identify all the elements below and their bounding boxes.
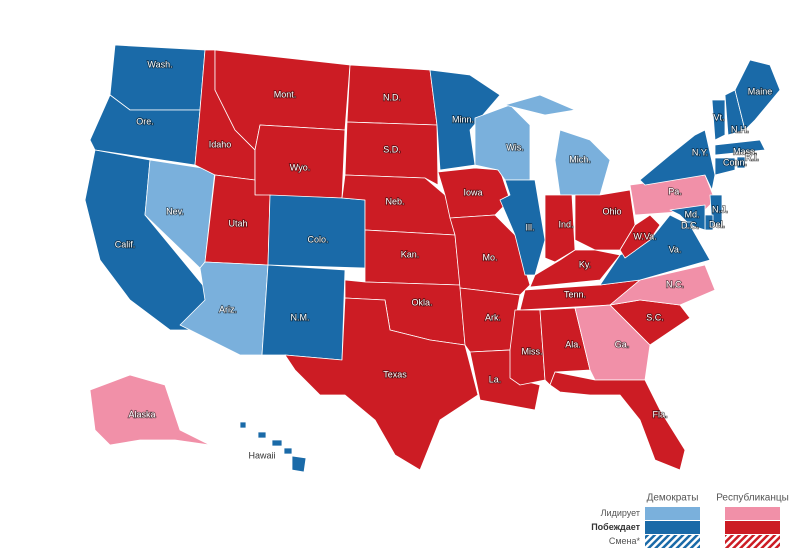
legend-party: Демократы xyxy=(647,493,699,504)
legend-swatch xyxy=(645,507,700,520)
state-label: Del. xyxy=(709,219,725,229)
state-label: Minn. xyxy=(452,114,474,124)
state-shape xyxy=(609,264,716,306)
state-label: Wyo. xyxy=(290,162,310,172)
state-label: Nev. xyxy=(166,206,184,216)
state-label: Okla. xyxy=(411,297,432,307)
state-shape xyxy=(257,431,267,439)
states xyxy=(84,44,781,473)
state-shape xyxy=(549,371,686,471)
state-label: Ohio xyxy=(602,206,621,216)
state-label: D.C. xyxy=(681,220,699,230)
state-shape xyxy=(599,214,711,286)
state-label: Kan. xyxy=(401,249,420,259)
state-shape xyxy=(89,374,211,446)
state-shape xyxy=(544,194,576,263)
state-shape xyxy=(429,69,501,171)
legend-swatch xyxy=(725,507,780,520)
state-label: Mo. xyxy=(482,252,497,262)
state-label: Conn. xyxy=(723,157,747,167)
state-shape xyxy=(267,194,366,269)
state-label: Hawaii xyxy=(248,450,275,460)
state-label: Idaho xyxy=(209,139,232,149)
state-label: Maine xyxy=(748,86,773,96)
state-label: S.D. xyxy=(383,144,401,154)
state-shape xyxy=(271,439,283,447)
state-label: Ind. xyxy=(558,219,573,229)
state-label: Ariz. xyxy=(219,304,237,314)
state-shape xyxy=(291,455,307,473)
legend-row-label: Смена* xyxy=(609,536,641,546)
legend: Демократы Республиканцы Лидирует Побеждает С… xyxy=(591,492,789,548)
state-label: W.Va. xyxy=(633,231,656,241)
state-label: N.H. xyxy=(731,124,749,134)
state-label: Vt. xyxy=(713,112,724,122)
state-label: S.C. xyxy=(646,312,664,322)
state-label: Texas xyxy=(383,369,407,379)
state-label: Mass. xyxy=(733,146,757,156)
state-shape xyxy=(714,157,736,176)
state-label: Ore. xyxy=(136,116,154,126)
state-label: Ala. xyxy=(565,339,581,349)
state-shape xyxy=(734,59,781,131)
state-shape xyxy=(437,167,511,219)
legend-swatch xyxy=(645,521,700,534)
state-label: Ill. xyxy=(526,222,535,232)
state-label: N.D. xyxy=(383,92,401,102)
state-label: Wis. xyxy=(506,142,524,152)
state-label: Ky. xyxy=(579,259,591,269)
state-label: Calif. xyxy=(115,239,136,249)
state-shape xyxy=(619,214,661,259)
legend-swatch xyxy=(725,521,780,534)
state-shape xyxy=(529,249,621,288)
state-label: Miss. xyxy=(522,346,543,356)
state-shape xyxy=(284,297,479,471)
state-label: Wash. xyxy=(147,59,172,69)
state-shape xyxy=(499,179,546,276)
state-shape xyxy=(685,221,693,229)
legend-row-label: Лидирует xyxy=(601,508,640,518)
state-label: Mont. xyxy=(274,89,297,99)
legend-row-label: Побеждает xyxy=(591,522,640,532)
state-shape xyxy=(714,139,766,156)
state-labels: Wash. Ore. Calif. Nev. Idaho Mont. Wyo. Utah Col… xyxy=(114,59,773,461)
legend-swatch xyxy=(645,535,700,548)
state-label: R.I. xyxy=(745,152,759,162)
state-label: Ark. xyxy=(485,312,501,322)
state-label: Md. xyxy=(684,209,699,219)
state-label: N.M. xyxy=(291,312,310,322)
state-label: Va. xyxy=(669,244,682,254)
state-label: La. xyxy=(489,374,502,384)
state-shape xyxy=(344,121,439,186)
state-shape xyxy=(669,204,706,231)
state-label: Utah xyxy=(228,218,247,228)
state-label: Pa. xyxy=(668,186,682,196)
state-shape xyxy=(109,44,206,111)
state-label: N.C. xyxy=(666,279,684,289)
state-label: Ga. xyxy=(615,339,630,349)
state-label: Fla. xyxy=(652,409,667,419)
state-label: Tenn. xyxy=(564,289,586,299)
state-label: N.Y. xyxy=(692,147,708,157)
state-label: Neb. xyxy=(385,196,404,206)
state-label: Iowa xyxy=(463,187,482,197)
legend-swatch xyxy=(725,535,780,548)
state-label: Mich. xyxy=(569,154,591,164)
state-shape xyxy=(283,447,293,455)
state-label: Colo. xyxy=(307,234,328,244)
state-shape xyxy=(736,156,746,169)
legend-party: Республиканцы xyxy=(716,492,789,504)
state-shape xyxy=(711,99,726,141)
state-label: Alaska xyxy=(128,409,155,419)
state-shape xyxy=(504,94,576,116)
state-shape xyxy=(239,421,247,429)
state-label: N.J. xyxy=(712,204,728,214)
